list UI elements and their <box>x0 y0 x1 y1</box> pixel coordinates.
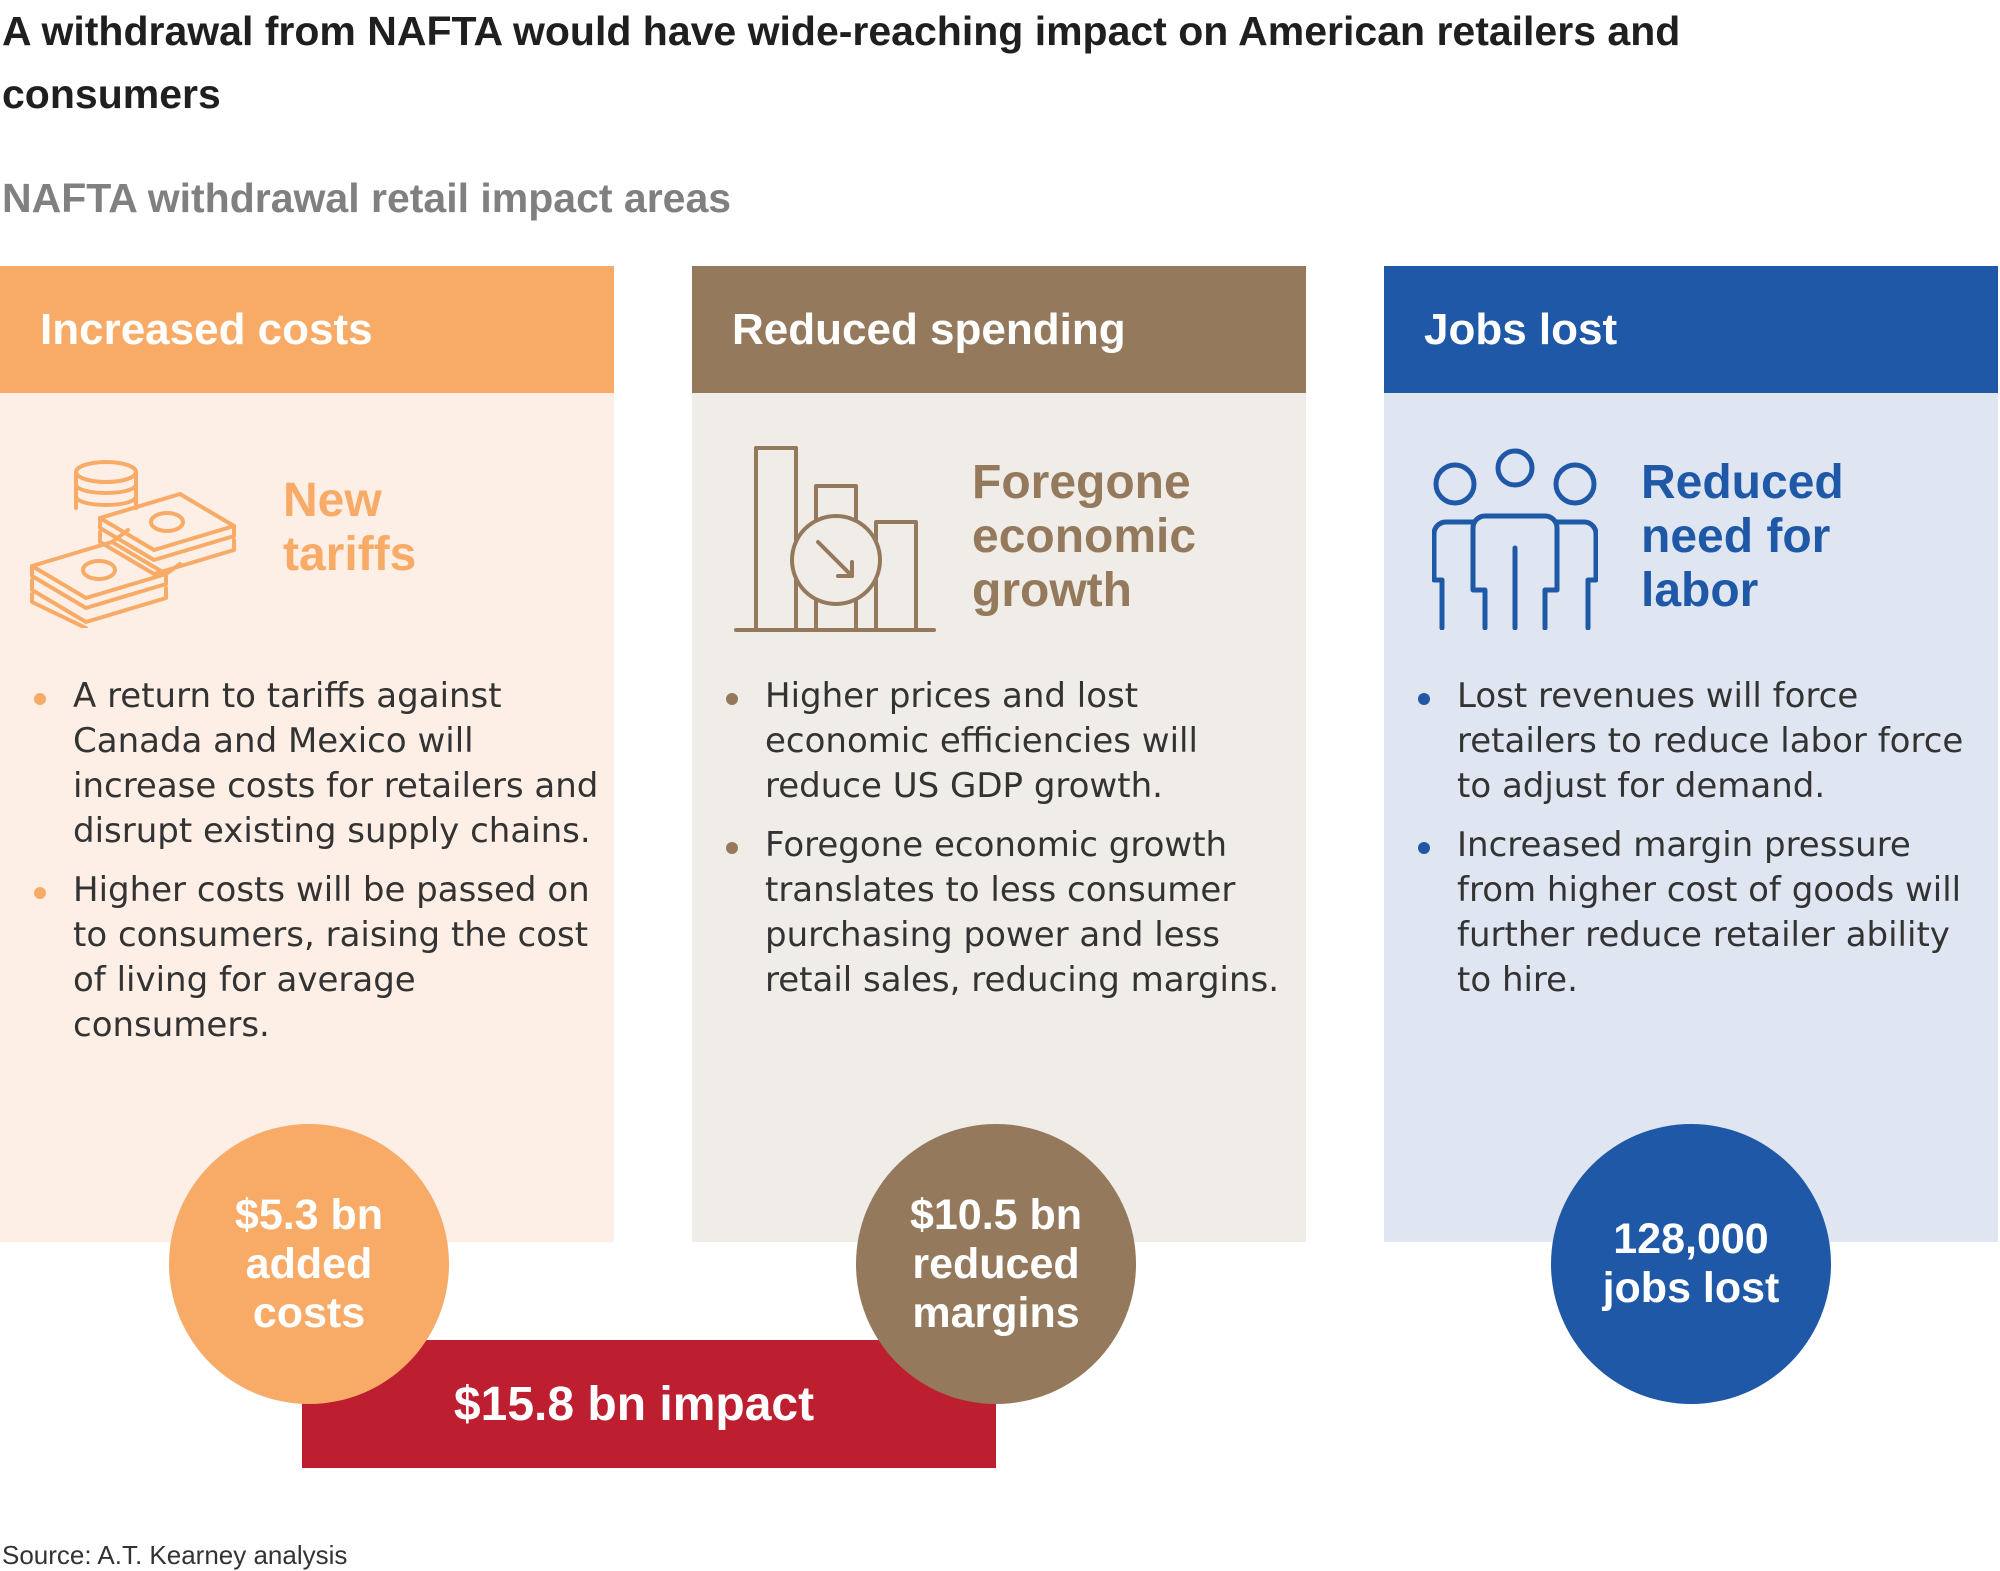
source-note: Source: A.T. Kearney analysis <box>2 1540 348 1570</box>
page-subtitle: NAFTA withdrawal retail impact areas <box>2 175 732 221</box>
total-impact-bar: $15.8 bn impact <box>302 1340 996 1468</box>
feature-label: Reduced need for labor <box>1641 456 1844 617</box>
feature-label: New tariffs <box>283 474 417 581</box>
bullet-list: Higher prices and lost economic efficien… <box>722 674 1292 1017</box>
list-item: Higher prices and lost economic efficien… <box>722 674 1292 809</box>
panel-header: Jobs lost <box>1384 266 1998 393</box>
panel-increased-costs: Increased costs New tariffs A return to … <box>0 266 614 1242</box>
list-item: Higher costs will be passed on to consum… <box>30 868 600 1048</box>
panel-reduced-spending: Reduced spending Foregone economic growt… <box>692 266 1306 1242</box>
panel-header: Increased costs <box>0 266 614 393</box>
list-item: A return to tariffs against Canada and M… <box>30 674 600 854</box>
list-item: Lost revenues will force retailers to re… <box>1414 674 1984 809</box>
panel-jobs-lost: Jobs lost Reduced need for labor Lost re… <box>1384 266 1998 1242</box>
declining-bar-chart-icon <box>734 446 936 632</box>
bullet-list: Lost revenues will force retailers to re… <box>1414 674 1984 1017</box>
feature-label: Foregone economic growth <box>972 456 1197 617</box>
money-stack-icon <box>30 460 236 628</box>
people-group-icon <box>1432 448 1598 630</box>
panel-header: Reduced spending <box>692 266 1306 393</box>
stat-circle-reduced-margins: $10.5 bn reduced margins <box>856 1124 1136 1404</box>
stat-circle-added-costs: $5.3 bn added costs <box>169 1124 449 1404</box>
stat-circle-jobs-lost: 128,000 jobs lost <box>1551 1124 1831 1404</box>
list-item: Increased margin pressure from higher co… <box>1414 823 1984 1003</box>
page-title: A withdrawal from NAFTA would have wide-… <box>2 8 1681 117</box>
bullet-list: A return to tariffs against Canada and M… <box>30 674 600 1062</box>
list-item: Foregone economic growth translates to l… <box>722 823 1292 1003</box>
